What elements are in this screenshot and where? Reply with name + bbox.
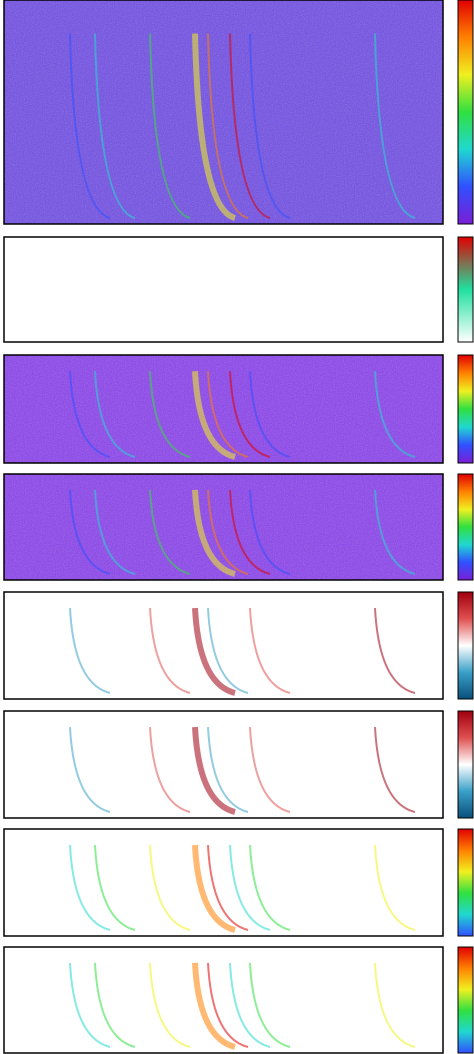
streak [229,726,271,813]
panel-texture [4,474,443,580]
colorbar [457,828,474,937]
streak [374,33,416,219]
streak [207,489,249,575]
streak [94,489,136,575]
streak [149,371,191,458]
streak [149,844,191,931]
streak [69,844,111,931]
streak [192,607,236,696]
streak [249,844,291,931]
panel-background [4,947,443,1053]
colorbar [457,354,474,464]
panel-background [4,237,443,342]
panel-frame [3,946,444,1054]
streak [249,962,291,1048]
streak [207,962,249,1048]
streak [229,607,271,694]
streak [192,726,236,815]
streak [69,726,111,813]
streak [69,33,111,219]
colorbar [457,236,474,343]
streak [94,33,136,219]
colorbar [457,710,474,819]
streak [149,962,191,1048]
panel-background [4,829,443,936]
colorbar [457,0,474,225]
streak [69,607,111,694]
streak [249,607,291,694]
panel-frame [3,828,444,937]
streak [94,962,136,1048]
streak [192,962,236,1050]
streak [69,962,111,1048]
panel-frame [3,710,444,819]
streak [149,33,191,219]
streak [94,726,136,813]
streak [192,844,236,933]
panel-frame [3,0,444,225]
panel-texture [4,355,443,463]
panel-frame [3,354,444,464]
panel-background [4,711,443,818]
colorbar [457,946,474,1054]
streak [249,33,291,219]
streak [207,726,249,813]
streak [149,489,191,575]
streak [94,371,136,458]
streak [69,489,111,575]
streak [207,33,249,219]
streak [149,607,191,694]
streak [207,371,249,458]
streak [207,844,249,931]
streak [374,371,416,458]
streak [374,844,416,931]
streak [374,726,416,813]
streak [249,489,291,575]
panel-frame [3,591,444,700]
streak [192,371,236,460]
streak [94,844,136,931]
streak [192,489,236,577]
streak [229,371,271,458]
panel-frame [3,236,444,343]
panel-frame [3,473,444,581]
panel-texture [4,0,443,224]
streak [374,962,416,1048]
streak [374,607,416,694]
streak [249,726,291,813]
streak [207,607,249,694]
colorbar [457,473,474,581]
streak [374,489,416,575]
colorbar [457,591,474,700]
streak [69,371,111,458]
streak [229,962,271,1048]
streak [192,33,237,221]
streak [94,607,136,694]
streak [249,371,291,458]
streak [229,489,271,575]
streak [229,33,271,219]
panel-background [4,592,443,699]
streak [229,844,271,931]
streak [149,726,191,813]
